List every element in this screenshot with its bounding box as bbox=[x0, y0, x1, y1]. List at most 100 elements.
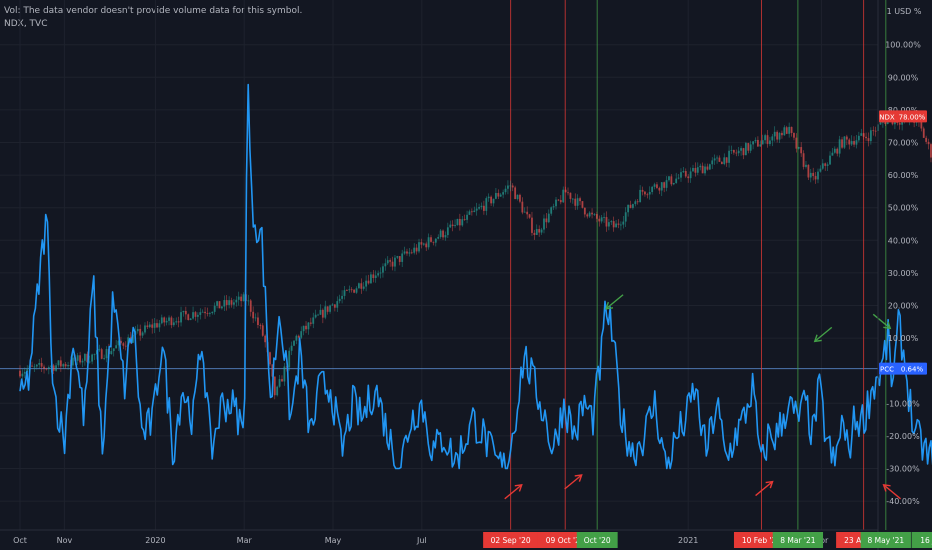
ndx-candle bbox=[264, 334, 267, 348]
ndx-candle bbox=[180, 306, 182, 327]
ndx-candle bbox=[158, 319, 161, 332]
ndx-candle bbox=[800, 142, 803, 157]
ndx-candle bbox=[259, 323, 262, 330]
ndx-candle bbox=[850, 135, 853, 147]
ndx-candle bbox=[321, 308, 324, 324]
ndx-candle bbox=[312, 312, 315, 329]
ndx-candle bbox=[269, 351, 271, 367]
ndx-candle bbox=[454, 219, 456, 228]
y-tick-label: 50.00% bbox=[888, 204, 919, 213]
ndx-candle bbox=[432, 241, 435, 246]
ndx-candle bbox=[797, 146, 800, 150]
ndx-candle bbox=[713, 154, 716, 165]
ndx-candle bbox=[401, 249, 404, 267]
ndx-candle bbox=[720, 161, 723, 165]
price-axis[interactable]: 100.00% 90.00% 80.00% 70.00% 60.00% 50.00% 40.… bbox=[877, 0, 927, 550]
ndx-candle bbox=[206, 307, 209, 317]
ndx-candle bbox=[704, 163, 706, 176]
time-axis[interactable]: OctNov2020MarMayJul2021AprAug02 Sep '200… bbox=[0, 529, 932, 548]
ndx-candle bbox=[557, 199, 560, 202]
ndx-candle bbox=[458, 213, 461, 231]
ndx-candle bbox=[194, 310, 197, 321]
ndx-candle bbox=[165, 317, 168, 326]
annotation-arrow-icon bbox=[605, 294, 624, 310]
ndx-candle bbox=[490, 195, 493, 206]
ndx-candle bbox=[249, 299, 252, 317]
ndx-candle bbox=[221, 305, 223, 310]
ndx-candle bbox=[38, 359, 41, 369]
ndx-candle bbox=[482, 200, 485, 215]
pcc-value-badge: PCC 0.64% bbox=[879, 362, 927, 375]
ndx-candle bbox=[807, 164, 810, 180]
y-tick-label: 70.00% bbox=[888, 139, 919, 148]
ndx-candle bbox=[233, 299, 235, 309]
ndx-candle bbox=[466, 210, 468, 224]
ndx-candle bbox=[228, 296, 231, 309]
y-tick-label: 60.00% bbox=[888, 171, 919, 180]
ndx-candle bbox=[581, 201, 584, 209]
ndx-candle bbox=[687, 174, 690, 183]
ndx-candle bbox=[182, 310, 185, 317]
ndx-candle bbox=[632, 203, 634, 210]
ndx-candle bbox=[634, 199, 637, 207]
ndx-candle bbox=[449, 220, 452, 229]
ndx-candle bbox=[607, 218, 610, 231]
ndx-candle bbox=[314, 309, 317, 319]
ndx-candle bbox=[723, 153, 726, 166]
ndx-candle bbox=[353, 289, 356, 294]
ndx-candle bbox=[747, 142, 750, 154]
ndx-candle bbox=[307, 321, 310, 335]
ndx-candle bbox=[588, 211, 591, 218]
ndx-candle bbox=[646, 192, 649, 199]
ndx-candle bbox=[355, 286, 358, 294]
date-marker-label: 09 Oct '20 bbox=[546, 536, 585, 545]
ndx-candle bbox=[348, 285, 351, 293]
ndx-candle bbox=[413, 243, 416, 255]
ndx-candle bbox=[576, 194, 579, 210]
ndx-candle bbox=[610, 220, 613, 225]
ndx-candle bbox=[509, 180, 512, 192]
ndx-candle bbox=[290, 341, 293, 356]
ndx-candle bbox=[737, 146, 740, 157]
ndx-candle bbox=[283, 363, 286, 386]
ndx-candle bbox=[374, 270, 377, 283]
ndx-candle bbox=[567, 187, 569, 196]
ndx-candle bbox=[699, 163, 702, 171]
ndx-candle bbox=[261, 323, 264, 337]
ndx-candle bbox=[367, 274, 370, 285]
ndx-candle bbox=[273, 376, 276, 400]
ndx-candle bbox=[235, 296, 238, 307]
ndx-candle bbox=[540, 227, 543, 235]
ndx-candle bbox=[598, 215, 601, 227]
marker-lines bbox=[0, 0, 887, 530]
ndx-candle bbox=[555, 197, 557, 210]
ndx-candle bbox=[853, 136, 855, 148]
y-tick-label: -30.00% bbox=[886, 465, 920, 474]
ndx-candle bbox=[177, 316, 180, 328]
y-tick-label: 20.00% bbox=[888, 302, 919, 311]
ndx-candle bbox=[725, 157, 728, 167]
ndx-candle bbox=[389, 258, 392, 267]
ndx-candle bbox=[189, 318, 192, 321]
ndx-candle bbox=[350, 287, 353, 293]
ndx-candle bbox=[593, 213, 596, 216]
ndx-candle bbox=[103, 354, 106, 361]
ndx-candle bbox=[586, 213, 589, 219]
ndx-candle bbox=[841, 136, 843, 149]
ndx-candle bbox=[605, 211, 608, 232]
ndx-candle bbox=[744, 141, 747, 156]
ndx-candle bbox=[821, 159, 824, 170]
ndx-candle bbox=[728, 145, 730, 168]
ndx-candle bbox=[100, 347, 103, 360]
ndx-candle bbox=[922, 126, 925, 139]
ndx-candle bbox=[761, 134, 764, 145]
ndx-candle bbox=[653, 182, 656, 190]
ndx-candle bbox=[749, 140, 752, 154]
ndx-candle bbox=[360, 278, 363, 294]
ndx-candle bbox=[254, 313, 257, 322]
ndx-candle bbox=[379, 267, 382, 279]
ndx-candle bbox=[442, 229, 444, 240]
ndx-candle bbox=[211, 311, 214, 315]
ndx-candle bbox=[706, 163, 709, 171]
